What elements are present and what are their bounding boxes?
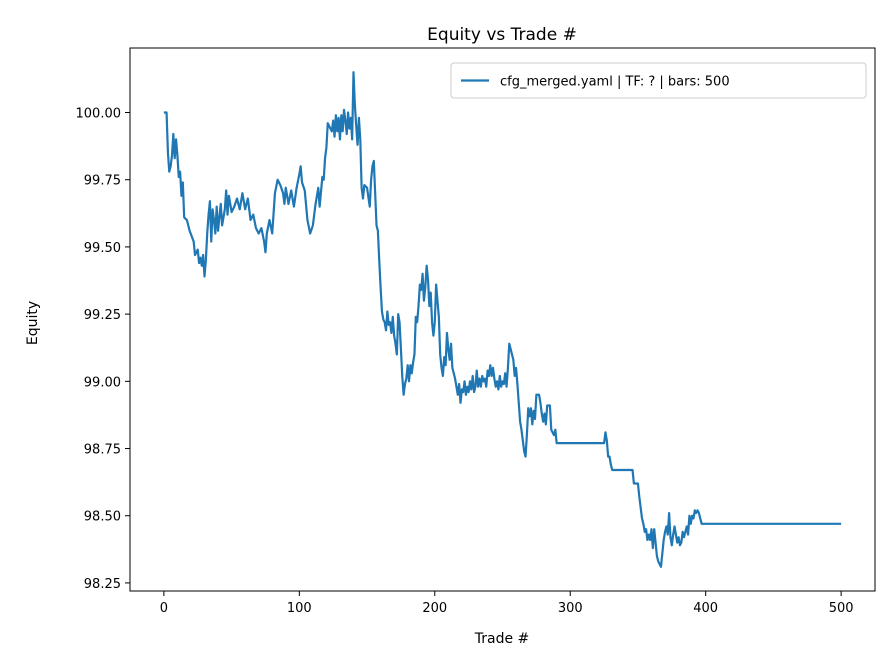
y-tick-label: 100.00 bbox=[76, 107, 122, 122]
series-layer bbox=[163, 71, 842, 568]
x-tick-label: 100 bbox=[287, 601, 312, 616]
y-tick-label: 99.75 bbox=[84, 174, 121, 189]
y-tick-label: 99.00 bbox=[84, 375, 121, 390]
y-tick-label: 98.50 bbox=[84, 510, 121, 525]
x-tick-label: 300 bbox=[558, 601, 583, 616]
legend-entry-label: cfg_merged.yaml | TF: ? | bars: 500 bbox=[500, 75, 730, 90]
y-tick-label: 99.50 bbox=[84, 241, 121, 256]
y-axis-ticks: 98.25 98.50 98.75 99.00 99.25 99.50 99.75 100.0… bbox=[76, 107, 130, 592]
y-axis-label: Equity bbox=[25, 301, 41, 345]
chart-title: Equity vs Trade # bbox=[427, 25, 577, 45]
y-tick-label: 98.25 bbox=[84, 577, 121, 592]
legend-box bbox=[450, 62, 867, 99]
x-tick-label: 400 bbox=[693, 601, 718, 616]
x-axis-ticks: 0 100 200 300 400 500 bbox=[160, 591, 854, 616]
plot-frame bbox=[129, 47, 876, 592]
equity-series-line bbox=[163, 71, 842, 568]
legend: cfg_merged.yaml | TF: ? | bars: 500 bbox=[450, 62, 867, 99]
x-tick-label: 500 bbox=[829, 601, 854, 616]
y-tick-label: 99.25 bbox=[84, 308, 121, 323]
x-tick-label: 200 bbox=[422, 601, 447, 616]
x-axis-label: Trade # bbox=[474, 631, 530, 647]
y-tick-label: 98.75 bbox=[84, 443, 121, 458]
x-tick-label: 0 bbox=[160, 601, 168, 616]
